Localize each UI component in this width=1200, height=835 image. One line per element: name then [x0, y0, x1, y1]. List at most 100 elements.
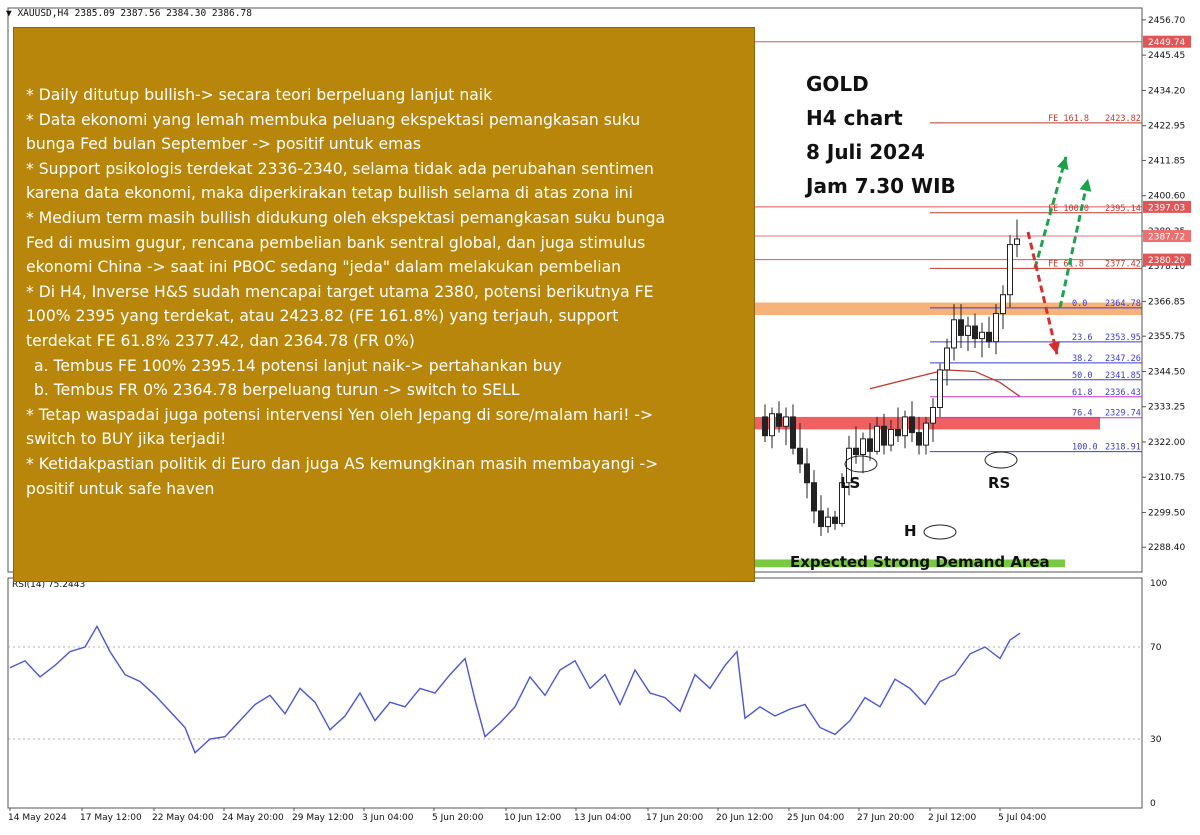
note-line: Fed di musim gugur, rencana pembelian ba… — [26, 233, 646, 252]
note-line: a. Tembus FE 100% 2395.14 potensi lanjut… — [34, 356, 562, 375]
time-axis-label: 27 Jun 20:00 — [857, 813, 914, 823]
candle-body — [993, 313, 999, 343]
price-axis-label: 2310.75 — [1148, 473, 1185, 483]
candle-body — [790, 416, 796, 449]
time-axis-label: 2 Jul 12:00 — [928, 813, 977, 823]
note-line: switch to BUY jika terjadi! — [26, 430, 227, 449]
title-timeframe: H4 chart — [806, 106, 903, 130]
zone-red — [700, 416, 1100, 430]
zone-orange — [700, 302, 1142, 316]
chart-symbol-header: ▼ XAUUSD,H4 2385.09 2387.56 2384.30 2386… — [6, 8, 252, 19]
fr-level-label: 100.0 — [1072, 443, 1098, 453]
rsi-pane-frame — [7, 577, 1143, 809]
price-badge — [1143, 230, 1191, 243]
fe-level-label: FE 161.8 — [1048, 114, 1089, 124]
projection-arrow-down — [1026, 231, 1059, 355]
candle-body — [783, 416, 789, 427]
time-axis-label: 14 May 2024 — [8, 813, 67, 823]
candle-body — [839, 482, 845, 524]
fr-level-label: 50.0 — [1072, 371, 1092, 381]
candle-body — [909, 416, 915, 434]
time-axis-label: 25 Jun 04:00 — [787, 813, 844, 823]
label-left-shoulder: LS — [840, 474, 861, 492]
fr-level-value: 2329.74 — [1105, 409, 1141, 419]
fe-level-value: 2395.14 — [1105, 204, 1141, 214]
candle-body — [979, 331, 985, 340]
fr-level-label: 61.8 — [1072, 388, 1092, 398]
price-axis-label: 2378.10 — [1148, 262, 1185, 272]
candle-body — [804, 463, 810, 484]
candle-body — [867, 438, 873, 452]
fe-level-value: 2377.42 — [1105, 259, 1141, 269]
time-axis-label: 22 May 04:00 — [152, 813, 214, 823]
label-right-shoulder: RS — [988, 474, 1011, 492]
price-badge — [1143, 253, 1191, 266]
price-axis-label: 2344.50 — [1148, 367, 1185, 377]
price-axis-label: 2434.20 — [1148, 86, 1185, 96]
price-axis-label: 2445.45 — [1148, 51, 1185, 61]
candle-body — [846, 447, 852, 484]
note-line: ekonomi China -> saat ini PBOC sedang "j… — [26, 258, 622, 277]
time-axis-label: 13 Jun 04:00 — [574, 813, 631, 823]
fr-level-label: 38.2 — [1072, 354, 1092, 364]
zone-green-demand — [700, 559, 1065, 568]
price-axis-label: 2422.95 — [1148, 122, 1185, 132]
time-axis-label: 17 May 12:00 — [80, 813, 142, 823]
fr-level-value: 2318.91 — [1105, 443, 1141, 453]
candle-body — [902, 416, 908, 437]
fr-level-value: 2341.85 — [1105, 371, 1141, 381]
candle-body — [762, 416, 768, 437]
time-axis-label: 10 Jun 12:00 — [504, 813, 561, 823]
candle-body — [944, 347, 950, 371]
price-badge-label: 2387.72 — [1148, 233, 1185, 243]
fr-level-value: 2353.95 — [1105, 333, 1141, 343]
rsi-axis-label: 70 — [1150, 643, 1162, 653]
candle-body — [923, 422, 929, 446]
time-axis-label: 5 Jun 20:00 — [432, 813, 484, 823]
title-time: Jam 7.30 WIB — [806, 174, 956, 198]
candle-body — [937, 369, 943, 408]
candle-body — [874, 425, 880, 452]
label-head: H — [904, 522, 917, 540]
rsi-axis-label: 30 — [1150, 735, 1162, 745]
title-gold: GOLD — [806, 72, 869, 96]
candle-body — [958, 319, 964, 336]
left-shoulder-marker — [844, 455, 878, 473]
time-axis-label: 29 May 12:00 — [292, 813, 354, 823]
candle-body — [1007, 244, 1013, 296]
candle-body — [811, 482, 817, 512]
note-line: b. Tembus FR 0% 2364.78 berpeluang turun… — [34, 381, 520, 400]
price-axis-label: 2355.75 — [1148, 332, 1185, 342]
note-line: bunga Fed bulan September -> positif unt… — [26, 135, 421, 154]
candle-body — [916, 432, 922, 446]
note-line: * Medium term masih bullish didukung ole… — [26, 208, 666, 227]
candle-body — [853, 447, 859, 456]
price-axis-label: 2366.85 — [1148, 297, 1185, 307]
price-axis-label: 2411.85 — [1148, 156, 1185, 166]
note-line: * Ketidakpastian politik di Euro dan jug… — [26, 454, 659, 473]
price-axis-label: 2400.60 — [1148, 192, 1185, 202]
projection-arrowhead — [1048, 341, 1061, 355]
candle-body — [818, 510, 824, 528]
time-axis-label: 20 Jun 12:00 — [716, 813, 773, 823]
projection-arrow-up — [1033, 156, 1068, 269]
moving-average-line — [869, 369, 1021, 398]
analysis-notes: * Daily ditutup bullish-> secara teori b… — [13, 27, 755, 582]
candle-body — [888, 428, 894, 446]
fe-level-value: 2423.82 — [1105, 114, 1141, 124]
price-axis-label: 2288.40 — [1148, 543, 1185, 553]
candle-body — [797, 447, 803, 465]
price-badge-label: 2449.74 — [1148, 38, 1185, 48]
candle-body — [1014, 238, 1020, 246]
note-line: * Di H4, Inverse H&S sudah mencapai targ… — [26, 282, 654, 301]
candle-body — [1000, 294, 1006, 315]
fr-level-value: 2336.43 — [1105, 388, 1141, 398]
note-line: positif untuk safe haven — [26, 479, 215, 498]
note-line: * Daily ditutup bullish-> secara teori b… — [26, 86, 493, 104]
candle-body — [895, 428, 901, 437]
rsi-axis-label: 0 — [1150, 799, 1156, 809]
fr-level-label: 0.0 — [1072, 299, 1087, 309]
time-axis-label: 24 May 20:00 — [222, 813, 284, 823]
candle-body — [972, 325, 978, 340]
